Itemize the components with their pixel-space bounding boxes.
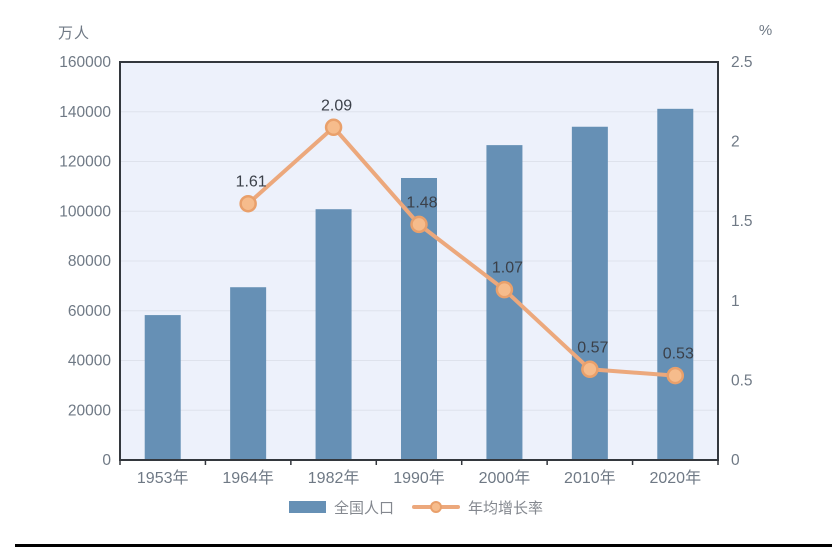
- data-label: 1.61: [236, 174, 267, 191]
- left-tick-label: 140000: [59, 104, 111, 121]
- right-tick-label: 1: [731, 293, 740, 310]
- data-label: 0.57: [577, 339, 608, 356]
- line-marker-2010年: [581, 360, 599, 379]
- right-axis-title: %: [758, 22, 774, 39]
- left-tick-label: 0: [102, 452, 111, 469]
- legend: 全国人口 年均增长率: [0, 495, 832, 519]
- left-tick-label: 160000: [59, 54, 111, 71]
- left-tick-label: 60000: [68, 303, 111, 320]
- x-tick-label: 1964年: [222, 469, 274, 487]
- right-tick-label: 0: [731, 452, 740, 469]
- bar-1982年: [315, 209, 352, 460]
- line-marker-2000年: [495, 280, 514, 299]
- plot-frame: [119, 61, 719, 461]
- x-tick-label: 1990年: [393, 469, 445, 487]
- line-marker-2020年: [666, 366, 685, 385]
- data-label: 1.48: [406, 194, 437, 211]
- line-marker-1982年: [324, 118, 343, 137]
- data-label: 0.53: [663, 346, 694, 363]
- x-tick-label: 2010年: [564, 469, 616, 487]
- x-tick-label: 2020年: [649, 469, 701, 487]
- line-marker-1964年: [239, 194, 257, 213]
- bar-1953年: [144, 315, 181, 460]
- growth-rate-line: [246, 125, 678, 378]
- x-tick-label: 1953年: [137, 469, 189, 487]
- bar-2010年: [571, 126, 608, 460]
- left-tick-label: 80000: [68, 253, 111, 270]
- left-tick-label: 120000: [59, 154, 111, 171]
- bottom-divider: [15, 544, 832, 547]
- bar-1964年: [230, 287, 267, 460]
- data-label: 2.09: [321, 97, 352, 114]
- legend-line-swatch-icon: [412, 501, 460, 513]
- x-tick-label: 1982年: [308, 469, 360, 487]
- left-tick-label: 100000: [59, 203, 111, 220]
- left-tick-label: 40000: [68, 353, 111, 370]
- left-axis-title: 万人: [57, 25, 90, 42]
- right-tick-label: 0.5: [731, 372, 753, 389]
- legend-line-label: 年均增长率: [468, 499, 544, 517]
- right-tick-label: 2: [731, 134, 740, 151]
- line-marker-1990年: [410, 215, 428, 234]
- data-label: 1.07: [492, 260, 523, 277]
- bar-2020年: [657, 108, 694, 460]
- x-tick-label: 2000年: [479, 469, 531, 487]
- right-tick-label: 1.5: [731, 213, 753, 230]
- legend-bar-swatch-icon: [288, 501, 326, 513]
- legend-line-marker-icon: [430, 501, 442, 513]
- left-tick-label: 20000: [68, 402, 111, 419]
- right-tick-label: 2.5: [731, 54, 753, 71]
- legend-bar-label: 全国人口: [333, 499, 394, 517]
